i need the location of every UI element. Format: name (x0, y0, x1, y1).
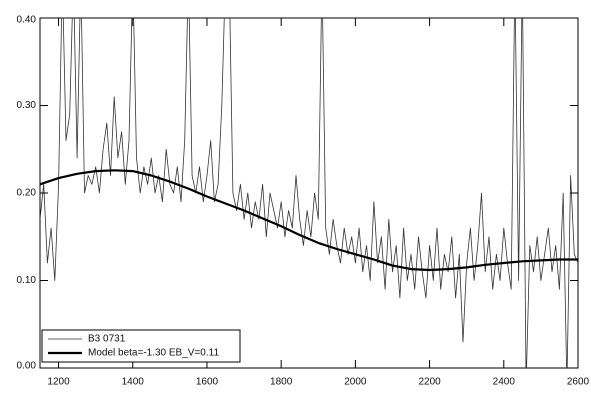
x-tick-label: 2400 (493, 377, 516, 388)
legend-label: B3 0731 (88, 334, 126, 345)
x-tick-label: 1400 (122, 377, 145, 388)
x-tick-label: 1800 (270, 377, 293, 388)
y-tick-label: 0.00 (17, 361, 37, 372)
y-tick-label: 0.10 (17, 275, 37, 286)
model-line (40, 169, 578, 272)
x-tick-label: 1200 (47, 377, 70, 388)
plot-frame (39, 17, 579, 369)
x-tick-label: 2600 (567, 377, 590, 388)
spectrum-line (40, 18, 578, 368)
legend-box (41, 329, 241, 363)
y-tick-label: 0.30 (17, 100, 37, 111)
y-tick-label: 0.20 (17, 188, 37, 199)
x-tick-label: 2000 (344, 377, 367, 388)
y-tick-label: 0.40 (17, 15, 37, 26)
x-tick-label: 1600 (196, 377, 219, 388)
legend-label: Model beta=-1.30 EB_V=0.11 (88, 348, 219, 359)
plot-area (40, 18, 578, 368)
x-tick-label: 2200 (418, 377, 441, 388)
